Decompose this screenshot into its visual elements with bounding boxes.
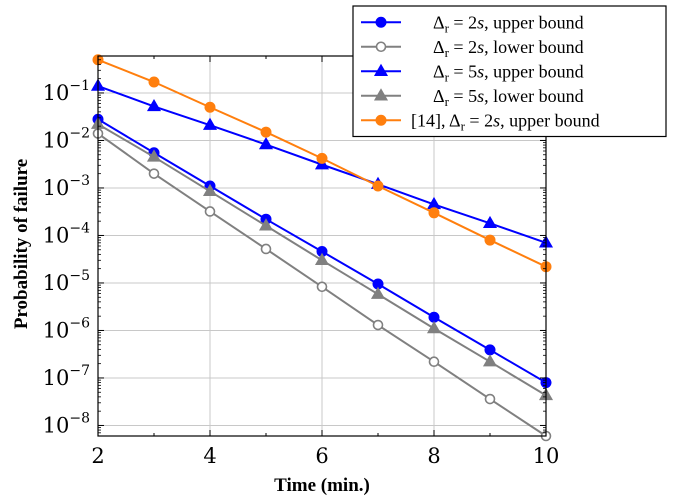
plot-frame: [97, 55, 547, 437]
y-tick-label: 10−1: [43, 78, 90, 105]
data-point: [372, 180, 384, 192]
data-point: [204, 206, 216, 217]
tick-labels: 2 4 6 8 10 10−8 10−7 10−6 10−5 10−4 10−3 10−2 10−1: [43, 78, 560, 468]
data-point: [258, 218, 274, 231]
data-point: [316, 281, 328, 293]
y-tick-label: 10−4: [43, 220, 90, 247]
legend-entry: Δr = 2s, upper bound: [361, 12, 584, 35]
legend-label: Δr = 5s, lower bound: [433, 86, 584, 109]
x-tick-label: 10: [533, 444, 560, 468]
data-point: [372, 319, 384, 331]
data-point: [428, 207, 440, 219]
data-point: [202, 183, 218, 197]
legend-entry: Δr = 5s, upper bound: [361, 61, 584, 84]
data-point: [482, 354, 498, 367]
data-point: [370, 286, 386, 299]
y-tick-label: 10−2: [43, 125, 90, 152]
series-4: [90, 116, 554, 401]
data-point: [316, 152, 328, 164]
data-point: [484, 344, 496, 356]
data-point: [426, 320, 442, 334]
y-tick-label: 10−8: [43, 410, 90, 437]
y-tick-label: 10−7: [43, 363, 90, 390]
x-tick-label: 2: [91, 444, 104, 468]
data-point: [202, 117, 218, 130]
data-point: [482, 215, 498, 229]
x-tick-label: 6: [315, 444, 328, 468]
legend-swatch-marker: [375, 16, 387, 28]
series-layer: [90, 54, 554, 442]
series-5: [92, 54, 552, 273]
legend-swatch-marker: [373, 63, 389, 76]
data-point: [484, 393, 496, 405]
y-tick-label: 10−3: [43, 173, 90, 200]
legend-entry: [14], Δr = 2s, upper bound: [361, 110, 600, 133]
y-axis-title: Probability of failure: [11, 159, 32, 329]
data-point: [146, 149, 162, 162]
legend-swatch-marker: [375, 41, 387, 53]
legend-label: [14], Δr = 2s, upper bound: [411, 110, 600, 133]
legend-box: [352, 5, 667, 138]
y-tick-label: 10−6: [43, 315, 90, 342]
x-tick-label: 8: [427, 444, 440, 468]
data-point: [314, 252, 330, 266]
x-axis-title: Time (min.): [274, 475, 370, 496]
data-point: [204, 101, 216, 113]
y-tick-label: 10−5: [43, 268, 90, 295]
data-point: [260, 243, 272, 255]
plot-border: [97, 55, 547, 437]
data-point: [428, 311, 440, 323]
data-point: [258, 137, 274, 150]
data-point: [484, 234, 496, 246]
legend-swatch-marker: [373, 88, 389, 101]
data-point: [148, 168, 160, 179]
legend-label: Δr = 2s, lower bound: [433, 37, 584, 60]
legend-swatch-marker: [375, 114, 387, 126]
legend-label: Δr = 2s, upper bound: [433, 12, 584, 35]
legend-entry: Δr = 5s, lower bound: [361, 86, 584, 109]
legend-entry: Δr = 2s, lower bound: [361, 37, 584, 60]
x-tick-label: 4: [203, 444, 216, 468]
data-point: [428, 356, 440, 367]
legend-label: Δr = 5s, upper bound: [433, 61, 584, 84]
data-point: [148, 76, 160, 88]
data-point: [146, 98, 162, 112]
data-point: [260, 126, 272, 138]
